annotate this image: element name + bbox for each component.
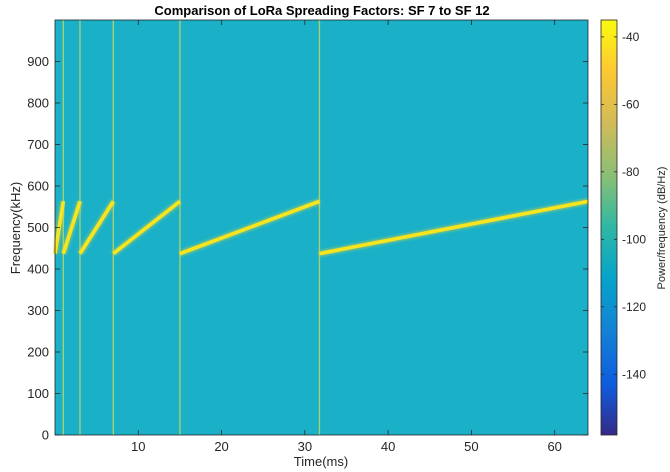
y-tick-label: 200 [27,345,49,360]
y-tick-label: 600 [27,179,49,194]
x-tick-label: 40 [381,439,395,454]
plot-content [52,20,589,435]
plot-area [55,20,588,435]
y-tick-label: 700 [27,137,49,152]
colorbar-ticks: -40 -60 -80 -100 -120 -140 [601,30,646,381]
x-axis: 10 20 30 40 50 60 [131,20,562,454]
colorbar-tick-label: -80 [622,165,640,179]
x-tick-label: 30 [298,439,312,454]
y-tick-label: 300 [27,303,49,318]
chirp-sf10 [112,199,182,256]
colorbar-tick-label: -60 [622,97,640,111]
y-tick-label: 900 [27,54,49,69]
y-tick-label: 100 [27,386,49,401]
colorbar-tick-label: -100 [622,232,646,246]
colorbar-tick-label: -40 [622,30,640,44]
chirp-sf11 [179,199,321,256]
x-axis-label: Time(ms) [294,454,348,469]
colorbar [600,19,618,436]
chirp-sf8 [61,200,82,255]
y-tick-label: 400 [27,262,49,277]
y-tick-label: 500 [27,220,49,235]
chirp-sf9 [78,200,115,255]
y-tick-label: 800 [27,96,49,111]
chart-title: Comparison of LoRa Spreading Factors: SF… [154,3,489,18]
y-axis-label: Frequency(kHz) [8,182,23,274]
x-tick-label: 10 [131,439,145,454]
colorbar-label: Power/frequency (dB/Hz) [656,167,668,290]
chirp-sf12 [319,199,589,256]
y-tick-label: 0 [42,428,49,443]
x-tick-label: 50 [464,439,478,454]
x-tick-label: 20 [214,439,228,454]
y-axis: 0 100 200 300 400 500 600 700 800 900 [27,54,588,443]
x-tick-label: 60 [547,439,561,454]
colorbar-tick-label: -140 [622,367,646,381]
colorbar-tick-label: -120 [622,300,646,314]
